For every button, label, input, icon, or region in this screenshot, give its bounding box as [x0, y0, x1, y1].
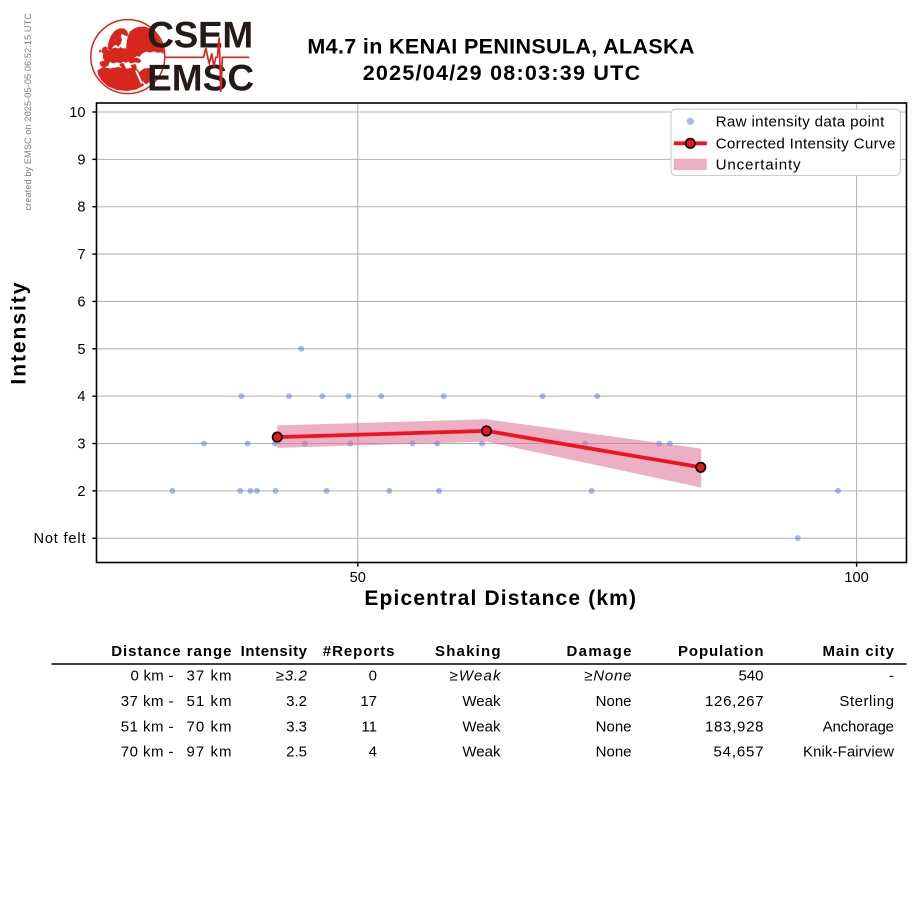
svg-text:0: 0 — [369, 668, 377, 685]
svg-text:126,267: 126,267 — [705, 693, 764, 710]
svg-text:4: 4 — [369, 744, 377, 761]
svg-text:Distance range: Distance range — [111, 643, 231, 660]
svg-text:created by EMSC on 2025-05-05: created by EMSC on 2025-05-05 06:52:15 U… — [23, 13, 33, 211]
svg-text:None: None — [596, 718, 632, 735]
svg-text:2.5: 2.5 — [286, 744, 307, 761]
svg-text:11: 11 — [361, 718, 377, 735]
svg-text:Main city: Main city — [823, 643, 895, 660]
svg-text:100: 100 — [844, 570, 868, 586]
svg-text:≥Weak: ≥Weak — [450, 668, 503, 685]
svg-text:Raw intensity data point: Raw intensity data point — [716, 113, 885, 130]
svg-text:None: None — [596, 693, 632, 710]
svg-text:7: 7 — [77, 247, 85, 263]
svg-text:3.3: 3.3 — [286, 718, 307, 735]
svg-text:≥3.2: ≥3.2 — [276, 668, 308, 685]
svg-text:6: 6 — [77, 294, 85, 310]
svg-text:Anchorage: Anchorage — [823, 718, 894, 735]
svg-text:183,928: 183,928 — [705, 718, 764, 735]
svg-text:3.2: 3.2 — [286, 693, 307, 710]
svg-text:70 km -: 70 km - — [121, 744, 174, 761]
svg-text:M4.7 in KENAI PENINSULA, ALASK: M4.7 in KENAI PENINSULA, ALASKA — [307, 35, 694, 59]
svg-text:97 km: 97 km — [187, 744, 232, 761]
svg-text:3: 3 — [77, 437, 85, 453]
svg-text:37 km -: 37 km - — [121, 693, 174, 710]
svg-text:Weak: Weak — [462, 693, 501, 710]
svg-text:37 km: 37 km — [187, 668, 232, 685]
svg-text:51 km -: 51 km - — [121, 718, 174, 735]
svg-text:9: 9 — [77, 152, 85, 168]
svg-text:54,657: 54,657 — [714, 744, 764, 761]
svg-text:CSEM: CSEM — [147, 14, 253, 55]
svg-text:EMSC: EMSC — [147, 58, 254, 99]
svg-text:Intensity: Intensity — [241, 643, 308, 660]
svg-text:50: 50 — [350, 570, 366, 586]
svg-text:0 km -: 0 km - — [131, 668, 174, 685]
svg-text:8: 8 — [77, 200, 85, 216]
svg-text:70 km: 70 km — [187, 718, 232, 735]
svg-text:10: 10 — [69, 105, 85, 121]
svg-text:2025/04/29 08:03:39 UTC: 2025/04/29 08:03:39 UTC — [363, 61, 640, 85]
svg-text:Epicentral Distance (km): Epicentral Distance (km) — [364, 587, 636, 610]
svg-text:Uncertainty: Uncertainty — [716, 157, 801, 174]
svg-text:-: - — [889, 668, 894, 685]
svg-text:Weak: Weak — [462, 718, 501, 735]
svg-text:#Reports: #Reports — [323, 643, 395, 660]
svg-text:Corrected Intensity Curve: Corrected Intensity Curve — [716, 135, 896, 152]
svg-text:Sterling: Sterling — [839, 693, 894, 710]
svg-text:Damage: Damage — [567, 643, 632, 660]
svg-text:Weak: Weak — [462, 744, 501, 761]
svg-text:Shaking: Shaking — [435, 643, 501, 660]
svg-text:≥None: ≥None — [584, 668, 631, 685]
svg-text:540: 540 — [738, 668, 763, 685]
svg-text:51 km: 51 km — [187, 693, 232, 710]
svg-text:None: None — [596, 744, 632, 761]
svg-text:Not felt: Not felt — [34, 531, 86, 547]
svg-text:Intensity: Intensity — [8, 282, 31, 384]
svg-text:17: 17 — [360, 693, 377, 710]
svg-text:4: 4 — [77, 389, 85, 405]
svg-text:Knik-Fairview: Knik-Fairview — [803, 744, 894, 761]
svg-text:Population: Population — [678, 643, 764, 660]
svg-text:5: 5 — [77, 342, 85, 358]
svg-text:2: 2 — [77, 484, 85, 500]
